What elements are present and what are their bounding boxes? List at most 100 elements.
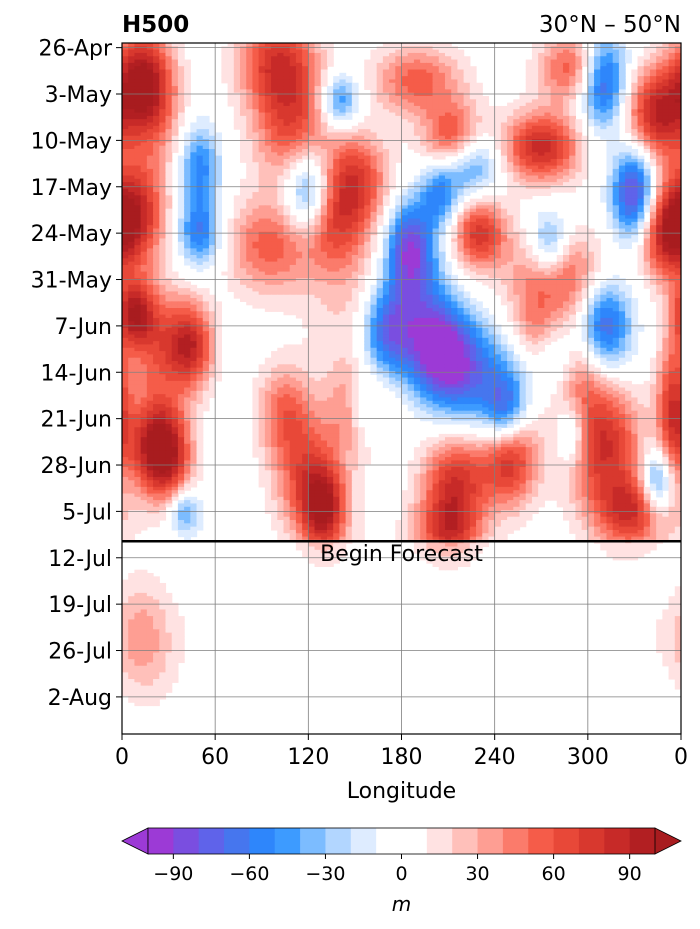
heatmap-cell <box>494 261 502 266</box>
heatmap-cell <box>215 221 222 226</box>
heatmap-cell <box>227 255 235 259</box>
heatmap-cell <box>289 62 297 67</box>
heatmap-cell <box>420 99 427 104</box>
heatmap-cell <box>196 255 204 259</box>
heatmap-cell <box>345 221 353 226</box>
heatmap-cell <box>612 82 620 87</box>
heatmap-cell <box>432 56 440 61</box>
heatmap-cell <box>631 198 639 203</box>
heatmap-cell <box>420 215 427 220</box>
heatmap-cell <box>469 261 477 266</box>
heatmap-cell <box>600 132 608 137</box>
heatmap-cell <box>202 248 210 253</box>
heatmap-cell <box>308 188 316 193</box>
heatmap-cell <box>289 86 297 90</box>
heatmap-cell <box>246 59 254 64</box>
heatmap-cell <box>122 158 129 163</box>
heatmap-cell <box>314 112 322 117</box>
heatmap-cell <box>618 182 626 187</box>
heatmap-cell <box>364 165 372 170</box>
heatmap-cell <box>240 43 247 47</box>
heatmap-cell <box>215 228 222 233</box>
heatmap-cell <box>668 109 676 114</box>
heatmap-cell <box>643 92 651 97</box>
heatmap-cell <box>612 52 620 57</box>
heatmap-cell <box>444 99 452 104</box>
heatmap-cell <box>594 59 601 64</box>
heatmap-cell <box>444 86 452 90</box>
heatmap-cell <box>202 125 210 130</box>
heatmap-cell <box>538 62 545 67</box>
heatmap-cell <box>625 56 632 61</box>
heatmap-cell <box>662 228 670 233</box>
heatmap-cell <box>631 86 639 90</box>
heatmap-cell <box>159 62 167 67</box>
heatmap-cell <box>227 56 235 61</box>
heatmap-cell <box>146 182 154 187</box>
heatmap-cell <box>134 165 142 170</box>
heatmap-cell <box>395 228 403 233</box>
heatmap-cell <box>208 231 216 236</box>
heatmap-cell <box>513 264 521 269</box>
heatmap-cell <box>662 96 670 100</box>
heatmap-cell <box>308 238 316 243</box>
heatmap-cell <box>240 115 247 120</box>
heatmap-cell <box>122 211 129 216</box>
heatmap-cell <box>507 198 514 203</box>
heatmap-cell <box>264 119 272 124</box>
heatmap-cell <box>556 178 564 183</box>
heatmap-cell <box>382 162 390 167</box>
heatmap-cell <box>165 208 173 213</box>
heatmap-cell <box>364 175 372 180</box>
heatmap-cell <box>662 158 670 163</box>
heatmap-cell <box>631 158 639 163</box>
heatmap-cell <box>649 231 657 236</box>
heatmap-cell <box>184 211 191 216</box>
heatmap-cell <box>507 112 514 117</box>
heatmap-cell <box>227 245 235 249</box>
heatmap-cell <box>146 248 154 253</box>
heatmap-cell <box>476 235 483 240</box>
heatmap-cell <box>208 145 216 150</box>
heatmap-cell <box>463 221 471 226</box>
heatmap-cell <box>314 155 322 160</box>
heatmap-cell <box>140 79 148 84</box>
heatmap-cell <box>469 139 477 143</box>
heatmap-cell <box>562 264 570 269</box>
heatmap-cell <box>500 261 508 266</box>
heatmap-cell <box>389 248 396 253</box>
heatmap-cell <box>252 192 260 196</box>
heatmap-cell <box>507 261 514 266</box>
heatmap-cell <box>295 178 303 183</box>
heatmap-cell <box>401 198 409 203</box>
heatmap-cell <box>252 132 260 137</box>
heatmap-cell <box>476 165 483 170</box>
heatmap-cell <box>165 231 173 236</box>
heatmap-cell <box>146 165 154 170</box>
heatmap-cell <box>451 139 458 143</box>
heatmap-cell <box>345 241 353 246</box>
heatmap-cell <box>525 112 533 117</box>
heatmap-cell <box>376 62 384 67</box>
heatmap-cell <box>513 165 521 170</box>
heatmap-cell <box>128 66 136 71</box>
heatmap-cell <box>370 109 378 114</box>
heatmap-cell <box>606 82 614 87</box>
heatmap-cell <box>339 225 347 230</box>
heatmap-cell <box>277 268 285 273</box>
heatmap-cell <box>289 43 297 47</box>
heatmap-cell <box>277 208 285 213</box>
heatmap-cell <box>451 82 458 87</box>
heatmap-cell <box>587 86 595 90</box>
heatmap-cell <box>302 105 309 110</box>
heatmap-cell <box>649 135 657 140</box>
heatmap-cell <box>190 225 198 230</box>
heatmap-cell <box>277 46 285 51</box>
heatmap-cell <box>153 92 160 97</box>
heatmap-cell <box>208 155 216 160</box>
heatmap-cell <box>295 119 303 124</box>
heatmap-cell <box>370 192 378 196</box>
heatmap-cell <box>184 165 191 170</box>
heatmap-cell <box>271 149 278 153</box>
heatmap-cell <box>308 125 316 130</box>
